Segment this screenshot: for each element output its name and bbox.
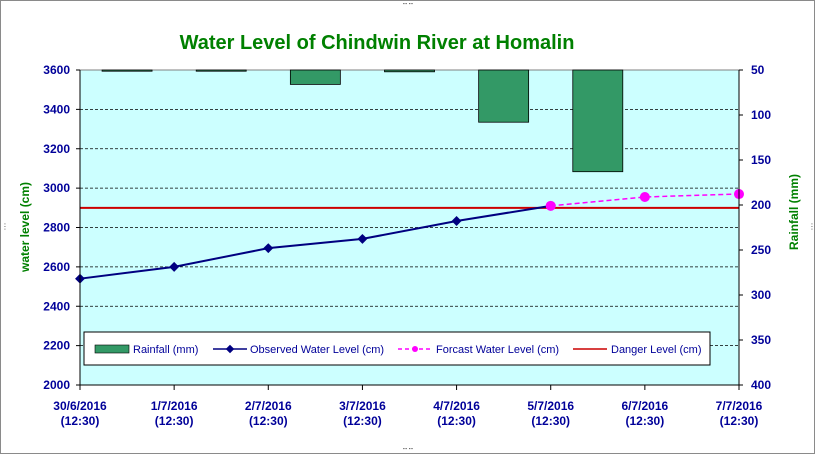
x-tick-date-label: 4/7/2016 <box>433 399 480 413</box>
rainfall-bar <box>572 69 624 173</box>
x-tick-time-label: (12:30) <box>720 414 759 428</box>
legend: Rainfall (mm) Observed Water Level (cm) … <box>83 331 711 366</box>
x-tick-date-label: 1/7/2016 <box>151 399 198 413</box>
rainfall-bar <box>289 69 341 85</box>
y-tick-label: 2000 <box>43 378 70 392</box>
y2-tick-label: 350 <box>751 333 771 347</box>
x-tick-time-label: (12:30) <box>531 414 570 428</box>
x-tick-time-label: (12:30) <box>343 414 382 428</box>
y-tick-label: 2600 <box>43 260 70 274</box>
y2-tick-label: 100 <box>751 108 771 122</box>
x-tick-date-label: 6/7/2016 <box>621 399 668 413</box>
forecast-point <box>639 191 650 202</box>
observed-point <box>451 216 462 226</box>
x-tick-time-label: (12:30) <box>437 414 476 428</box>
y-tick-label: 2400 <box>43 299 70 313</box>
x-tick-date-label: 2/7/2016 <box>245 399 292 413</box>
resize-handle-right-icon[interactable]: ⋮ <box>808 222 815 231</box>
rainfall-bar <box>384 69 435 73</box>
observed-point <box>357 233 368 244</box>
x-tick-date-label: 30/6/2016 <box>53 399 107 413</box>
y-tick-label: 3400 <box>43 102 70 116</box>
legend-rainfall-swatch <box>94 344 130 354</box>
rainfall-bar <box>195 69 247 72</box>
y-tick-label: 2200 <box>43 339 70 353</box>
y2-tick-label: 250 <box>751 243 771 257</box>
observed-point <box>169 261 180 272</box>
observed-line <box>79 204 551 280</box>
resize-handle-bottom-icon[interactable]: ⠒⠒ <box>402 445 414 454</box>
x-tick-time-label: (12:30) <box>61 414 100 428</box>
y-tick-label: 2800 <box>43 221 70 235</box>
y2-axis-label: Rainfall (mm) <box>787 174 801 250</box>
y-tick-label: 3600 <box>43 63 70 77</box>
y2-tick-label: 50 <box>751 63 765 77</box>
x-tick-time-label: (12:30) <box>249 414 288 428</box>
legend-forecast-label: Forcast Water Level (cm) <box>436 344 559 356</box>
forecast-point <box>545 200 556 211</box>
observed-point <box>263 243 274 254</box>
x-tick-date-label: 7/7/2016 <box>716 399 763 413</box>
y-tick-label: 3200 <box>43 142 70 156</box>
legend-observed-marker <box>225 344 235 354</box>
resize-handle-top-icon[interactable]: ⠒⠒ <box>402 0 414 9</box>
x-tick-time-label: (12:30) <box>626 414 665 428</box>
chart-title: Water Level of Chindwin River at Homalin <box>180 32 575 54</box>
legend-rainfall-label: Rainfall (mm) <box>133 344 198 356</box>
y-axis-label: water level (cm) <box>18 182 32 273</box>
y2-tick-label: 300 <box>751 288 771 302</box>
axes: 3600 3400 3200 3000 2800 2600 2400 2200 2000 50 10… <box>43 63 771 428</box>
resize-handle-left-icon[interactable]: ⋮ <box>1 222 9 231</box>
legend-observed-label: Observed Water Level (cm) <box>250 344 384 356</box>
rainfall-bar <box>478 69 530 123</box>
rainfall-bar <box>101 69 153 72</box>
y2-tick-label: 200 <box>751 198 771 212</box>
y2-tick-label: 150 <box>751 153 771 167</box>
x-tick-date-label: 3/7/2016 <box>339 399 386 413</box>
x-tick-time-label: (12:30) <box>155 414 194 428</box>
y-tick-label: 3000 <box>43 181 70 195</box>
legend-danger-label: Danger Level (cm) <box>611 344 701 356</box>
y2-tick-label: 400 <box>751 378 771 392</box>
legend-forecast-marker <box>412 346 418 352</box>
rainfall-bars <box>101 69 624 173</box>
x-tick-date-label: 5/7/2016 <box>527 399 574 413</box>
